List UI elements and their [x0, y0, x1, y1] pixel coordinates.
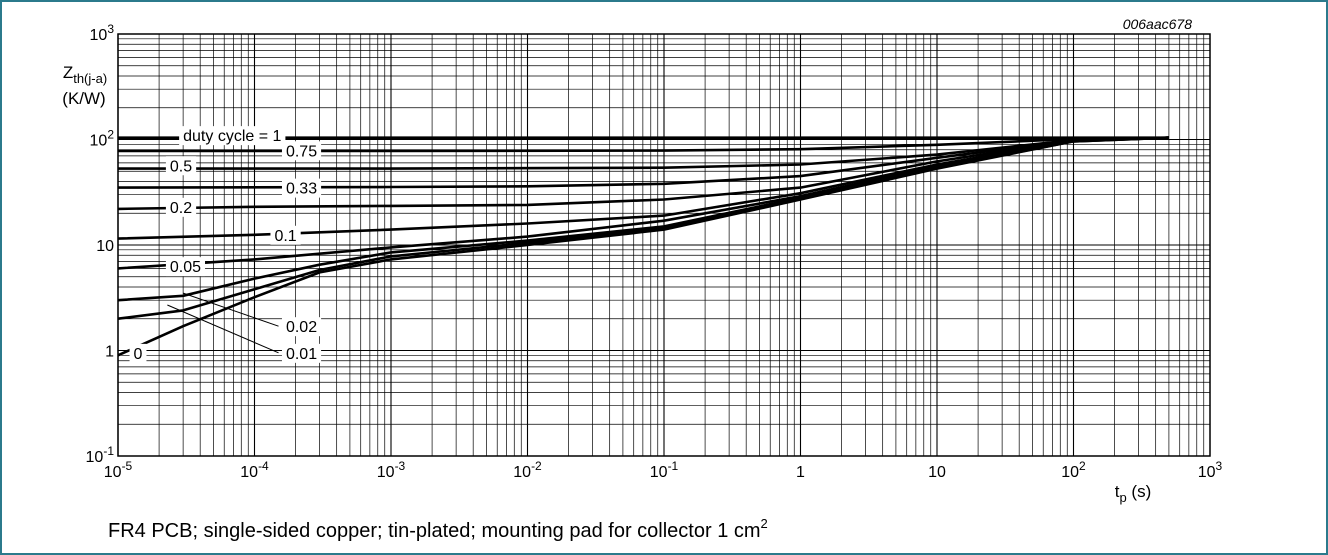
series-label-text: 0.2	[170, 200, 192, 217]
series-label-bg	[281, 317, 322, 337]
series-label: 0.33	[281, 178, 322, 198]
y-tick-label: 103	[90, 22, 115, 44]
series-label-bg	[165, 257, 206, 277]
series-label-text: 0.5	[170, 158, 192, 175]
y-axis-label-base: Z	[63, 63, 73, 82]
series-label-bg	[281, 178, 322, 198]
x-axis-label-unit: (s)	[1127, 482, 1152, 501]
y-axis-label: Zth(j-a)	[63, 63, 107, 86]
caption-superscript: 2	[760, 516, 768, 531]
label-leader-line	[167, 304, 279, 354]
series-label-bg	[281, 141, 322, 161]
y-tick-label: 102	[90, 128, 115, 150]
x-tick-label: 10-5	[104, 459, 133, 481]
y-tick-label: 10	[96, 238, 114, 255]
series-line	[117, 136, 1169, 357]
series-label: 0	[129, 343, 147, 363]
series-label: 0.75	[281, 141, 322, 161]
series-label-bg	[281, 343, 322, 363]
y-axis-unit: (K/W)	[62, 89, 105, 108]
series-label: duty cycle = 1	[179, 126, 286, 146]
figure-id: 006aac678	[1123, 16, 1193, 32]
series-labels: duty cycle = 1 0.75 0.5 0.33 0.2 0.1 0.05 0.02 0…	[129, 126, 322, 363]
y-tick-label: 10-1	[86, 444, 115, 466]
tick-labels: 10-5 10-4 10-3 10-2 10-1 1 10 102 103 10-1 1 10 102 1…	[86, 22, 1223, 481]
plot-area-border	[117, 33, 1211, 457]
series-label: 0.05	[165, 257, 206, 277]
series-line	[117, 136, 1169, 270]
x-tick-label: 102	[1061, 459, 1086, 481]
x-axis-label: tp (s)	[1115, 482, 1152, 505]
x-tick-label: 10-2	[513, 459, 542, 481]
series-label-bg	[165, 156, 197, 176]
x-tick-label: 10	[928, 464, 946, 481]
x-tick-label: 1	[796, 464, 805, 481]
series-label-text: 0.33	[286, 181, 317, 198]
series-label-text: duty cycle = 1	[183, 128, 281, 145]
series-label: 0.5	[165, 156, 197, 176]
figure-caption: FR4 PCB; single-sided copper; tin-plated…	[108, 516, 768, 543]
series-line	[117, 136, 1169, 302]
thermal-impedance-chart: duty cycle = 1 0.75 0.5 0.33 0.2 0.1 0.05 0.02 0…	[62, 16, 1223, 505]
x-axis-label-base: t	[1115, 482, 1120, 501]
x-tick-label: 10-4	[240, 459, 269, 481]
series-label-text: 0.02	[286, 319, 317, 336]
series-label: 0.2	[165, 197, 197, 217]
x-axis-label-sub: p	[1119, 490, 1126, 505]
series-label-text: 0.01	[286, 346, 317, 363]
series-label: 0.02	[281, 317, 322, 337]
series-label-bg	[179, 126, 286, 146]
y-tick-label: 1	[105, 344, 114, 361]
series-layer	[117, 136, 1169, 357]
series-line	[117, 136, 1169, 211]
x-tick-label: 103	[1198, 459, 1223, 481]
grid	[117, 34, 1210, 457]
series-label-text: 0.05	[170, 259, 201, 276]
series-label: 0.1	[270, 225, 301, 245]
label-leader-line	[182, 292, 279, 327]
x-tick-label: 10-1	[650, 459, 679, 481]
series-label-text: 0.1	[274, 228, 296, 245]
series-label-text: 0	[134, 346, 143, 363]
series-label-bg	[165, 197, 197, 217]
series-label: 0.01	[281, 343, 322, 363]
caption-text: FR4 PCB; single-sided copper; tin-plated…	[108, 520, 761, 542]
x-tick-label: 10-3	[377, 459, 406, 481]
series-label-bg	[270, 225, 301, 245]
series-label-bg	[129, 343, 147, 363]
y-axis-label-sub: th(j-a)	[73, 71, 107, 86]
series-label-text: 0.75	[286, 143, 317, 160]
